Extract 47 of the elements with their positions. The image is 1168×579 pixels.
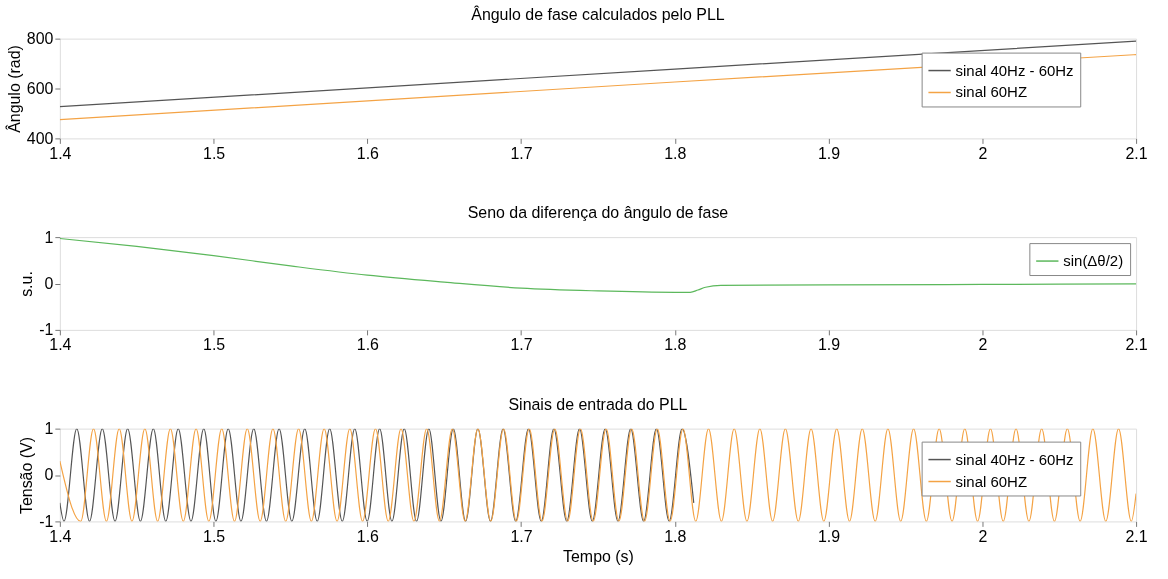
x-tick-label: 1.7 [510,527,533,545]
x-tick-label: 2.1 [1125,144,1148,162]
x-tick-label: 2 [978,527,988,545]
y-axis-title: Tensão (V) [18,436,36,515]
line-series [59,428,1137,522]
chart-title: Seno da diferença do ângulo de fase [467,204,729,222]
x-tick-label: 1.4 [49,144,72,162]
x-tick-label: 2 [978,144,988,162]
y-axis-title: s.u. [18,271,36,297]
y-tick-label: 0 [44,466,54,484]
line-series [59,237,1137,293]
chart-title: Ângulo de fase calculados pelo PLL [471,4,725,23]
x-tick-label: 1.9 [818,527,841,545]
x-tick-label: 1.9 [818,336,841,354]
x-tick-label: 1.6 [356,144,380,162]
legend-label: sinal 40Hz - 60Hz [955,450,1074,468]
y-tick-label: 400 [26,129,54,147]
legend-label: sinal 60HZ [955,83,1028,101]
legend-label: sin(Δθ/2) [1063,252,1124,270]
y-tick-label: 800 [26,30,54,48]
x-tick-label: 1.6 [356,336,380,354]
x-tick-label: 1.5 [203,527,226,545]
x-tick-label: 1.4 [49,336,72,354]
x-tick-label: 2.1 [1125,527,1148,545]
x-tick-label: 2.1 [1125,336,1148,354]
x-tick-label: 1.9 [818,144,841,162]
x-tick-label: 1.7 [510,336,533,354]
x-tick-label: 1.7 [510,144,533,162]
y-tick-label: 600 [26,79,54,97]
x-tick-label: 1.5 [203,336,226,354]
x-tick-label: 1.6 [356,527,380,545]
legend-label: sinal 60HZ [955,472,1028,490]
y-tick-label: 0 [44,274,54,292]
x-tick-label: 1.8 [664,336,687,354]
y-tick-label: -1 [39,512,54,530]
x-tick-label: 1.8 [664,527,687,545]
x-tick-label: 1.4 [49,527,72,545]
y-tick-label: 1 [44,420,54,438]
x-tick-label: 1.5 [203,144,226,162]
y-tick-label: 1 [44,228,54,246]
legend-label: sinal 40Hz - 60Hz [955,61,1074,79]
chart-title: Sinais de entrada do PLL [508,395,688,413]
y-tick-label: -1 [39,321,54,339]
x-axis-title: Tempo (s) [563,547,634,565]
x-tick-label: 2 [978,336,988,354]
y-axis-title: Ângulo (rad) [4,45,23,133]
x-tick-label: 1.8 [664,144,687,162]
